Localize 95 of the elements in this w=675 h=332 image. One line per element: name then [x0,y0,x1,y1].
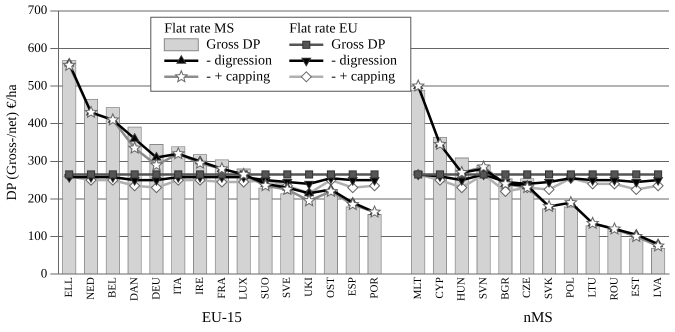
legend-label: Gross DP [331,37,386,52]
point [632,170,640,178]
point [370,170,379,178]
point [108,170,117,178]
x-tick-label: LUX [238,277,250,300]
x-tick-label: SVE [281,276,294,298]
x-tick-label: BGR [499,276,512,300]
point [304,180,314,190]
y-tick-label: 600 [28,40,48,55]
point [216,162,228,174]
x-tick-label: ELL [63,276,76,298]
point [324,184,338,197]
point [348,170,357,178]
x-tick-label: BEL [106,276,119,298]
point [130,133,140,142]
x-tick-label: SUO [259,277,272,300]
x-tick-label: ROU [608,277,620,300]
x-tick-label: MLT [412,276,424,300]
point [434,138,446,150]
y-tick-label: 700 [28,2,48,18]
point [436,170,444,178]
text: Flat rate EU [289,21,358,36]
x-tick-label: HUN [456,277,468,302]
point [128,142,141,154]
point [523,170,532,178]
point [65,170,74,178]
point [610,170,619,178]
point [302,194,316,206]
point [84,106,98,118]
point [544,178,554,188]
y-tick-label: 500 [28,77,48,92]
point [150,158,163,170]
point [654,170,662,178]
x-tick-label: LVA [652,277,664,298]
x-tick-label: DAN [128,277,141,302]
point [346,198,359,210]
point [630,230,642,242]
point [542,200,556,212]
point [172,147,184,160]
point [652,239,664,252]
x-tick-label: UKI [303,276,316,297]
legend-label: - + capping [206,69,270,84]
point [152,152,162,161]
x-tick-label: CZE [521,276,534,298]
x-tick-label: ITA [172,277,184,295]
point [304,188,314,196]
point [631,178,642,188]
x-tick-label: POR [368,276,380,299]
x-tick-label: CYP [434,277,446,299]
point [194,156,206,169]
point [63,58,76,71]
point [130,170,139,178]
x-tick-label: IRE [194,276,206,295]
point [281,183,294,195]
x-tick-label: DEU [150,277,162,300]
text: EU-15 [202,310,242,326]
point [196,170,204,178]
point [259,179,272,192]
x-tick-label: FRA [216,277,228,299]
y-tick-label: 200 [28,190,48,206]
point [261,170,270,178]
point [588,170,597,178]
point [477,160,490,172]
point [566,170,575,178]
x-tick-label: SVN [478,277,490,300]
x-tick-label: LTU [586,277,599,298]
x-tick-label: POL [564,276,577,298]
point [106,113,120,126]
point [545,170,554,178]
x-tick-label: EST [630,276,642,297]
legend-label: - + capping [331,69,396,84]
y-tick-label: 0 [40,266,48,281]
point [174,170,182,178]
legend-label: - digression [331,53,398,68]
y-tick-label: 400 [28,115,48,130]
point [326,170,335,178]
x-tick-label: OST [324,276,337,298]
point [237,168,250,180]
y-tick-label: 300 [28,152,48,168]
point [564,196,578,208]
point [283,170,292,178]
x-tick-label: ESP [346,277,359,296]
x-tick-label: NED [84,277,97,300]
y-tick-label: 100 [28,228,48,243]
y-axis-title: DP (Gross-/net) €/ha [5,84,20,201]
point [586,216,599,229]
point [305,170,314,178]
point [86,170,96,178]
text: Flat rate MS [164,21,234,36]
x-tick-label: SVK [542,277,555,300]
text: nMS [524,310,553,326]
legend-label: - digression [206,53,272,68]
point [501,170,510,178]
legend-label: Gross DP [206,37,261,52]
point [152,170,160,178]
